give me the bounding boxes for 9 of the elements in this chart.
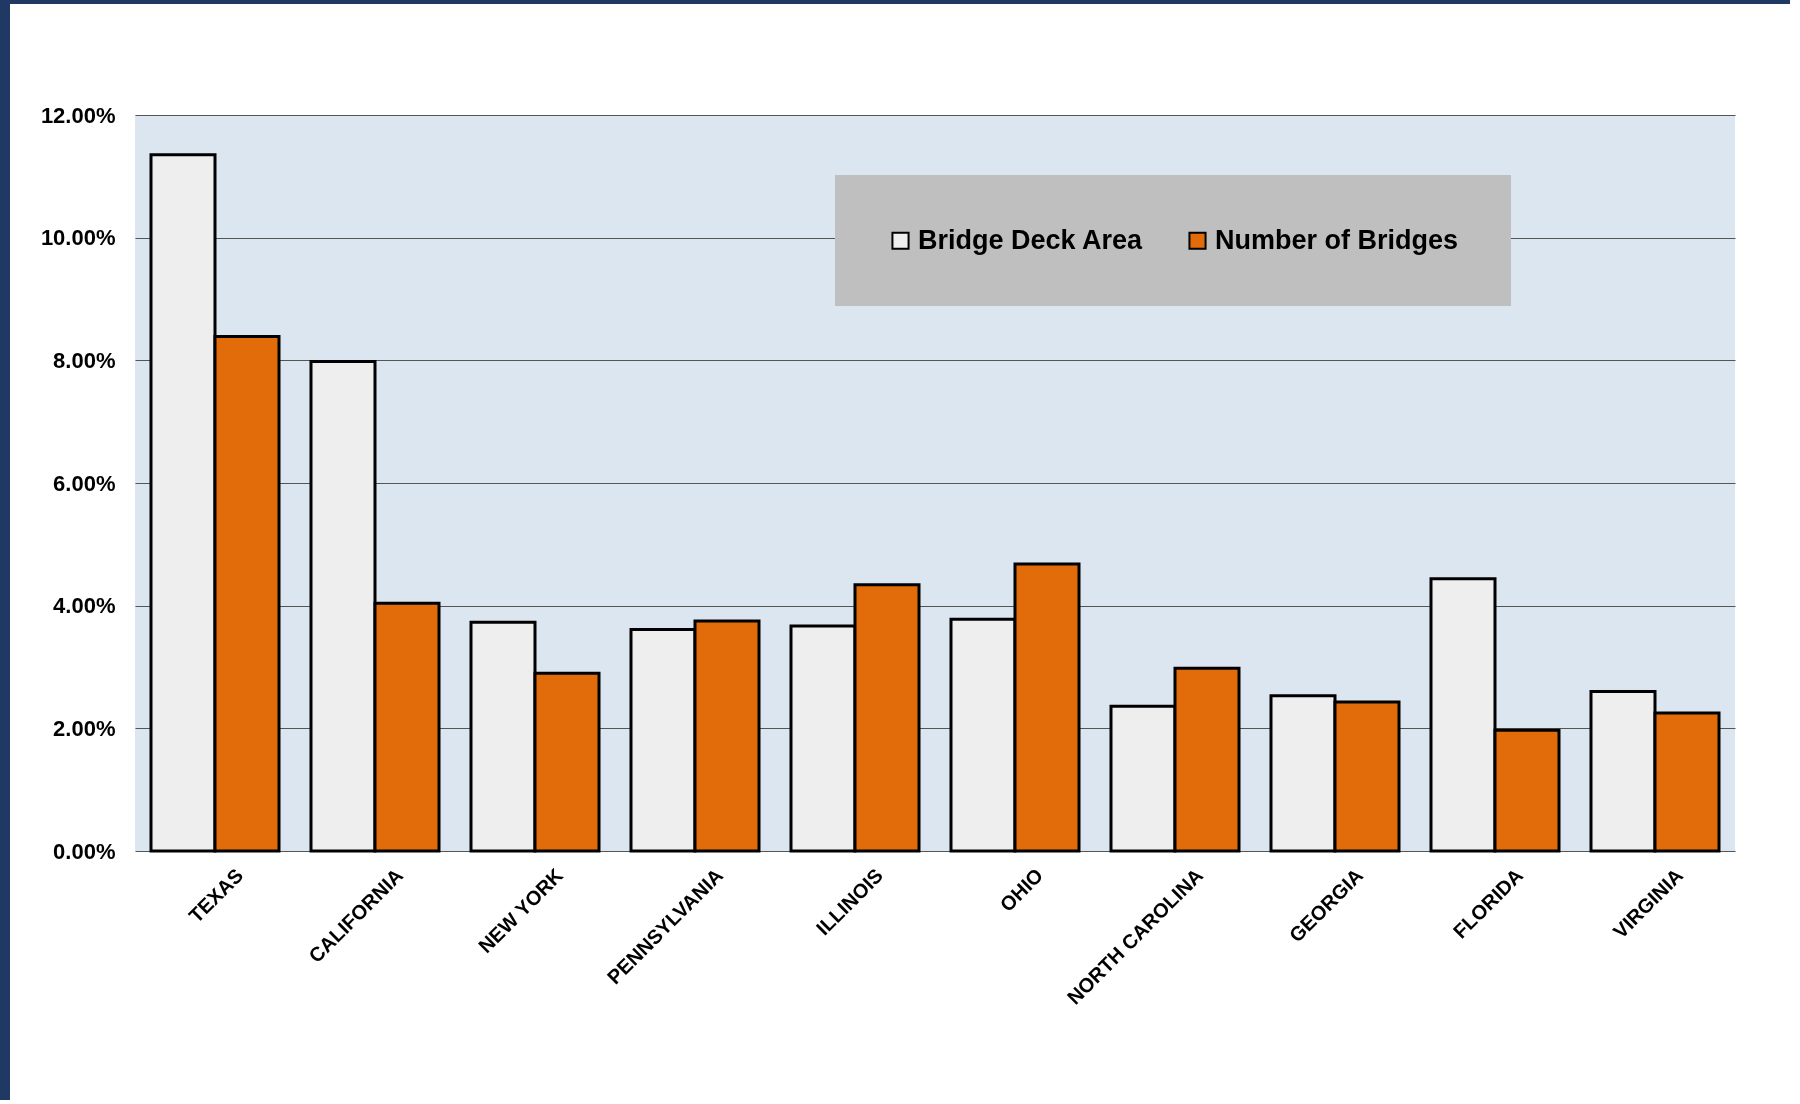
y-tick-label: 4.00% bbox=[53, 593, 116, 619]
legend-label: Number of Bridges bbox=[1215, 224, 1459, 255]
y-tick-label: 6.00% bbox=[53, 470, 116, 496]
legend-label: Bridge Deck Area bbox=[918, 224, 1144, 255]
y-tick-label: 10.00% bbox=[40, 225, 116, 251]
y-tick-label: 12.00% bbox=[40, 102, 116, 128]
y-tick-label: 2.00% bbox=[53, 715, 116, 741]
y-tick-label: 0.00% bbox=[53, 838, 116, 864]
y-tick-label: 8.00% bbox=[53, 347, 116, 373]
